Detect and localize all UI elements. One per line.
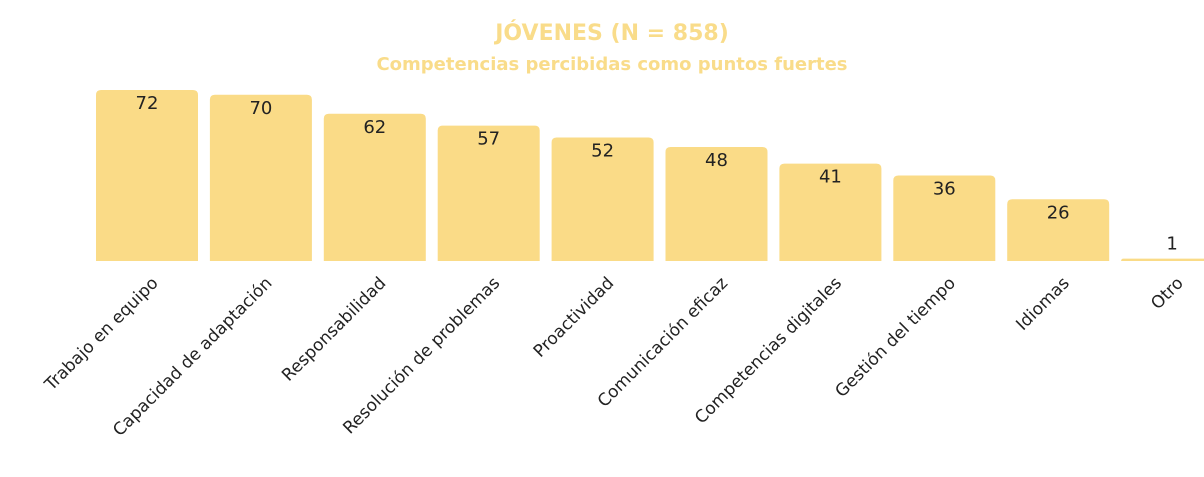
value-label: 72: [136, 93, 159, 114]
chart-subtitle: Competencias percibidas como puntos fuer…: [376, 54, 847, 75]
value-label: 52: [591, 141, 614, 162]
bar: [1121, 258, 1204, 261]
x-tick-label: Proactividad: [530, 273, 618, 361]
bar: [551, 137, 654, 261]
bar: [437, 125, 540, 261]
x-tick-label: Gestión del tiempo: [832, 273, 960, 401]
value-label: 70: [249, 98, 272, 119]
x-tick-label: Idiomas: [1012, 273, 1073, 334]
bar: [1007, 199, 1110, 261]
value-label: 36: [933, 179, 956, 200]
bar: [665, 147, 768, 261]
x-tick-label: Responsabilidad: [278, 273, 390, 385]
bar: [893, 175, 996, 261]
value-label: 62: [363, 117, 386, 138]
bar: [209, 94, 312, 261]
value-label: 48: [705, 150, 728, 171]
bar: [96, 90, 198, 261]
x-tick-label: Trabajo en equipo: [40, 273, 162, 395]
bar: [779, 163, 882, 261]
value-label: 1: [1166, 234, 1177, 255]
value-label: 57: [477, 129, 500, 150]
chart-title: JÓVENES (N = 858): [493, 20, 729, 46]
value-label: 26: [1047, 202, 1070, 223]
x-tick-label: Comunicación eficaz: [594, 273, 732, 411]
bar: [323, 113, 426, 261]
value-label: 41: [819, 167, 842, 188]
x-tick-label: Otro: [1147, 273, 1187, 313]
